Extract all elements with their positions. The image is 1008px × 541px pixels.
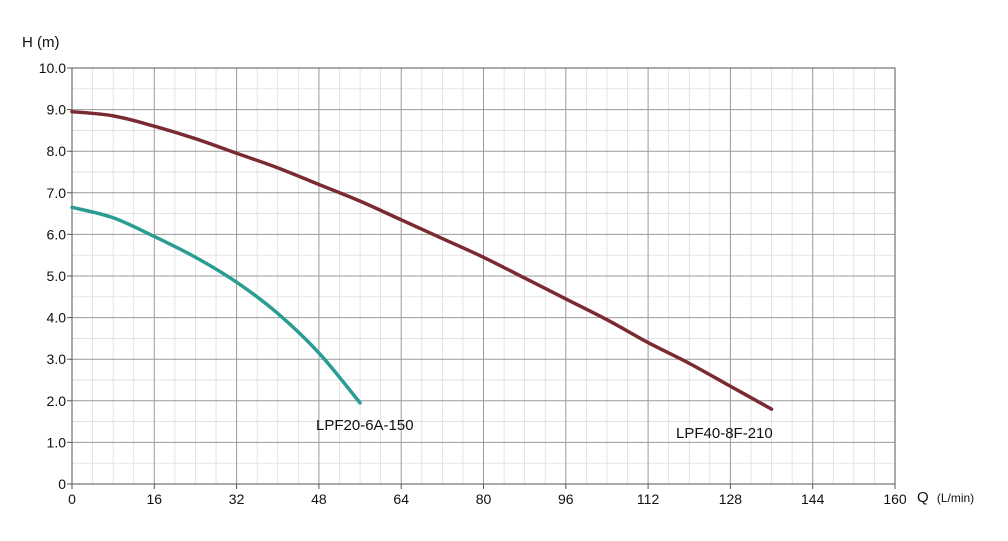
y-axis-title: H (m) — [22, 34, 60, 51]
x-axis-title-main: Q — [917, 489, 929, 506]
x-tick-label: 80 — [476, 491, 492, 507]
x-tick-label: 128 — [719, 491, 743, 507]
x-tick-label: 48 — [311, 491, 327, 507]
y-tick-label: 5.0 — [47, 268, 67, 284]
series-line-lpf40-8f-210 — [70, 109, 774, 411]
y-tick-label: 3.0 — [47, 351, 67, 367]
x-tick-label: 112 — [637, 491, 660, 507]
y-tick-label: 4.0 — [47, 310, 67, 326]
series-label-lpf20-6a-150: LPF20-6A-150 — [316, 417, 414, 434]
x-tick-label: 32 — [229, 491, 245, 507]
x-tick-label: 160 — [883, 491, 907, 507]
x-tick-label: 16 — [147, 491, 163, 507]
y-tick-label: 2.0 — [47, 393, 67, 409]
major-grid — [72, 68, 895, 484]
x-axis-ticks: 0 16 32 48 64 80 96 112 128 144 160 — [68, 484, 907, 507]
y-tick-label: 8.0 — [47, 143, 67, 159]
y-axis-ticks: 0 1.0 2.0 3.0 4.0 5.0 6.0 7.0 8.0 9.0 10.0 — [39, 60, 72, 492]
x-axis-title-unit: (L/min) — [937, 491, 974, 505]
y-tick-label: 6.0 — [47, 226, 67, 242]
series-lines — [70, 109, 774, 411]
x-tick-label: 96 — [558, 491, 574, 507]
y-tick-label: 9.0 — [47, 102, 67, 118]
y-tick-label: 7.0 — [47, 185, 67, 201]
x-tick-label: 144 — [801, 491, 825, 507]
y-tick-label: 1.0 — [47, 434, 67, 450]
x-tick-label: 64 — [393, 491, 409, 507]
series-line-lpf20-6a-150 — [70, 205, 362, 405]
series-label-lpf40-8f-210: LPF40-8F-210 — [676, 425, 773, 442]
x-axis-title: Q (L/min) — [917, 489, 974, 506]
y-tick-label: 0 — [58, 476, 66, 492]
y-tick-label: 10.0 — [39, 60, 66, 76]
x-tick-label: 0 — [68, 491, 76, 507]
